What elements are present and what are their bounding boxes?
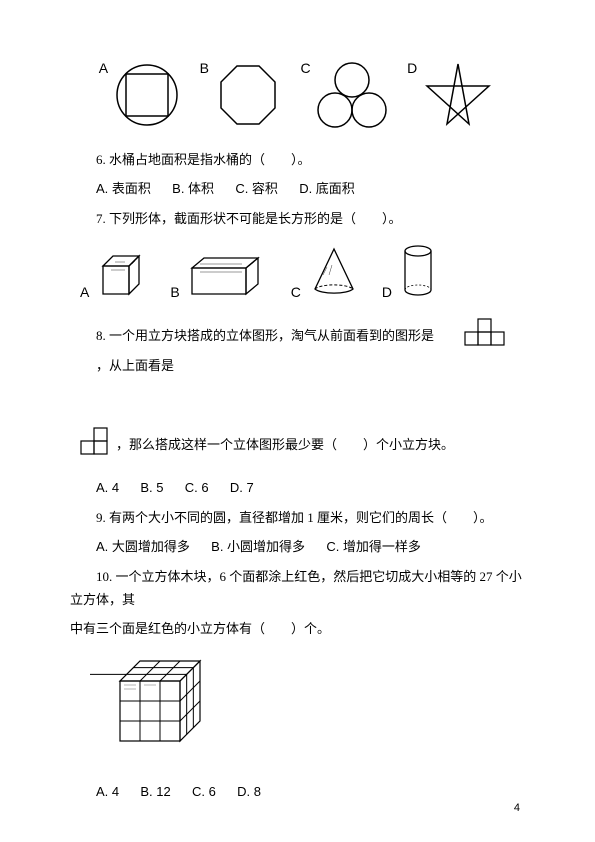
q8-opt-c: C. 6 (185, 480, 209, 495)
q7-fig-a: A (80, 250, 150, 300)
fig-a: A (99, 60, 182, 130)
q7-label-c: C (291, 284, 301, 300)
q6-opt-d: D. 底面积 (299, 181, 355, 196)
q10-opt-a: A. 4 (96, 784, 119, 799)
q6-opt-b: B. 体积 (172, 181, 214, 196)
q8-opt-d: D. 7 (230, 480, 254, 495)
q8-opt-a: A. 4 (96, 480, 119, 495)
q6-text: 6. 水桶占地面积是指水桶的（ ）。 (70, 148, 525, 171)
q7-label-b: B (170, 284, 179, 300)
q9-text: 9. 有两个大小不同的圆，直径都增加 1 厘米，则它们的周长（ ）。 (70, 506, 525, 529)
circle-square-icon (112, 60, 182, 130)
rubiks-cube-icon (90, 651, 210, 766)
q7-fig-b: B (170, 254, 270, 300)
q10-cube-figure (90, 651, 525, 770)
q10-opt-c: C. 6 (192, 784, 216, 799)
q8-pre: 8. 一个用立方块搭成的立体图形，淘气从前面看到的图形是 (70, 324, 434, 347)
q7-text: 7. 下列形体，截面形状不可能是长方形的是（ ）。 (70, 207, 525, 230)
q7-fig-d: D (382, 242, 438, 300)
q6-opt-c: C. 容积 (235, 181, 278, 196)
fig-d: D (407, 60, 496, 130)
cylinder-icon (398, 242, 438, 300)
q7-figures: A B C (80, 242, 525, 300)
q9-opt-b: B. 小圆增加得多 (211, 539, 305, 554)
q9-opt-a: A. 大圆增加得多 (96, 539, 190, 554)
q5-figures: A B C D (90, 60, 505, 130)
fig-c: C (300, 60, 389, 130)
cone-icon (307, 245, 362, 300)
q9-opt-c: C. 增加得一样多 (326, 539, 421, 554)
q8-post: ，那么搭成这样一个立体图形最少要（ ）个小立方块。 (116, 433, 454, 456)
q7-label-d: D (382, 284, 392, 300)
q8-line1: 8. 一个用立方块搭成的立体图形，淘气从前面看到的图形是 ，从上面看是 (70, 318, 525, 377)
q10-line1: 10. 一个立方体木块，6 个面都涂上红色，然后把它切成大小相等的 27 个小立… (70, 565, 525, 612)
q8-line2: ，那么搭成这样一个立体图形最少要（ ）个小立方块。 (70, 427, 525, 462)
q10-line2: 中有三个面是红色的小立方体有（ ）个。 (70, 617, 525, 640)
q9-options: A. 大圆增加得多 B. 小圆增加得多 C. 增加得一样多 (70, 535, 525, 558)
label-a: A (99, 60, 108, 76)
q8-options: A. 4 B. 5 C. 6 D. 7 (70, 476, 525, 499)
q10-opt-b: B. 12 (140, 784, 170, 799)
cuboid-icon (186, 254, 271, 300)
q7-label-a: A (80, 284, 89, 300)
octagon-icon (213, 60, 283, 130)
label-b: B (200, 60, 209, 76)
q8-opt-b: B. 5 (140, 480, 163, 495)
q6-opt-a: A. 表面积 (96, 181, 151, 196)
q8-front-view-icon (438, 318, 506, 353)
star-icon (421, 60, 496, 130)
q8-top-view-icon (80, 427, 110, 462)
label-d: D (407, 60, 417, 76)
q7-fig-c: C (291, 245, 362, 300)
q6-options: A. 表面积 B. 体积 C. 容积 D. 底面积 (70, 177, 525, 200)
q10-options: A. 4 B. 12 C. 6 D. 8 (70, 780, 525, 803)
page-number: 4 (514, 802, 520, 814)
three-circles-icon (315, 60, 390, 130)
q8-mid: ，从上面看是 (70, 354, 174, 377)
q10-opt-d: D. 8 (237, 784, 261, 799)
label-c: C (300, 60, 310, 76)
cube-icon (95, 250, 150, 300)
fig-b: B (200, 60, 283, 130)
